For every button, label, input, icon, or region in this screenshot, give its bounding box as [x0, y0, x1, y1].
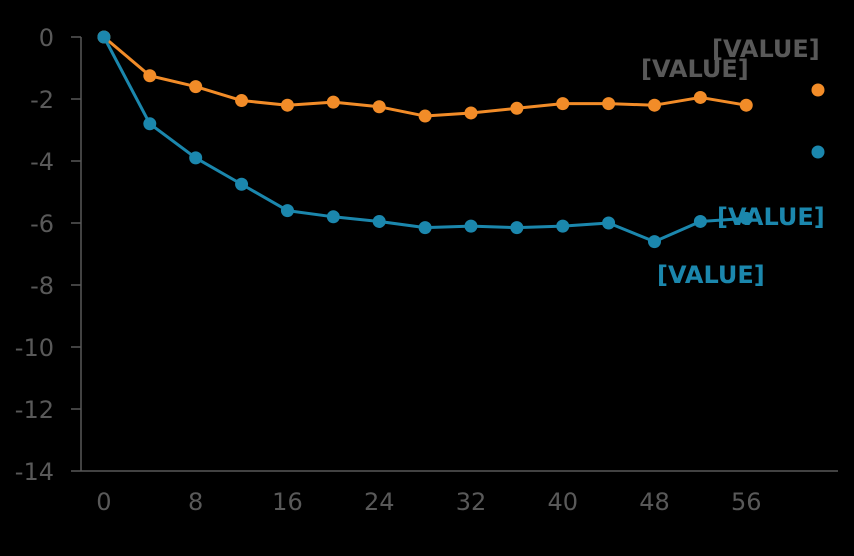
- data-point: [326, 95, 340, 109]
- data-point: [280, 204, 294, 218]
- data-point: [97, 30, 111, 44]
- data-point: [739, 211, 753, 225]
- data-point: [280, 98, 294, 112]
- data-point: [647, 98, 661, 112]
- data-point: [693, 90, 707, 104]
- legend-markers: [811, 83, 825, 159]
- data-point: [693, 214, 707, 228]
- x-tick-label: 16: [272, 488, 303, 516]
- data-point: [372, 214, 386, 228]
- data-point: [189, 80, 203, 94]
- data-label-orange-end: [VALUE]: [641, 55, 749, 83]
- data-point: [418, 221, 432, 235]
- x-tick-label: 0: [96, 488, 111, 516]
- data-point: [510, 101, 524, 115]
- data-label-blue-end: [VALUE]: [717, 203, 825, 231]
- data-point: [189, 151, 203, 165]
- data-point: [418, 109, 432, 123]
- data-point: [372, 100, 386, 114]
- y-axis: 0 -2 -4 -6 -8 -10 -12 -14: [15, 24, 82, 486]
- data-point: [556, 97, 570, 111]
- data-point: [739, 98, 753, 112]
- legend-marker-2: [811, 145, 825, 159]
- y-tick-label: -2: [30, 86, 54, 114]
- legend-marker-1: [811, 83, 825, 97]
- x-tick-label: 56: [731, 488, 762, 516]
- y-tick-label: -8: [30, 272, 54, 300]
- x-tick-label: 32: [456, 488, 487, 516]
- data-point: [647, 235, 661, 249]
- series-layer: [97, 30, 753, 249]
- data-point: [235, 177, 249, 191]
- series-2: [97, 30, 753, 249]
- data-point: [464, 219, 478, 233]
- y-tick-label: -10: [15, 334, 54, 362]
- data-point: [602, 97, 616, 111]
- data-point: [464, 106, 478, 120]
- y-tick-label: -4: [30, 148, 54, 176]
- data-point: [510, 221, 524, 235]
- y-tick-label: -14: [15, 458, 54, 486]
- data-label-blue-lower: [VALUE]: [657, 261, 765, 289]
- y-tick-label: -6: [30, 210, 54, 238]
- y-tick-label: 0: [39, 24, 54, 52]
- data-label-orange-top: [VALUE]: [712, 35, 820, 63]
- y-tick-label: -12: [15, 396, 54, 424]
- x-tick-label: 40: [547, 488, 578, 516]
- data-point: [143, 69, 157, 83]
- data-point: [235, 94, 249, 108]
- data-point: [326, 210, 340, 224]
- data-point: [602, 216, 616, 230]
- data-point: [143, 117, 157, 131]
- x-axis: 0 8 16 24 32 40 48 56: [81, 470, 838, 516]
- x-tick-label: 8: [188, 488, 203, 516]
- data-point: [556, 219, 570, 233]
- x-tick-label: 48: [639, 488, 670, 516]
- x-tick-label: 24: [364, 488, 395, 516]
